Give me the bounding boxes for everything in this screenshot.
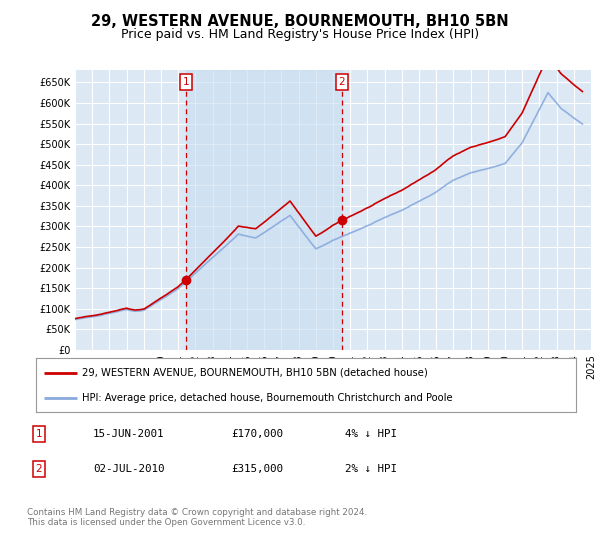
Text: 2% ↓ HPI: 2% ↓ HPI bbox=[345, 464, 397, 474]
Text: 1: 1 bbox=[183, 77, 190, 87]
Text: 02-JUL-2010: 02-JUL-2010 bbox=[93, 464, 164, 474]
Text: £315,000: £315,000 bbox=[231, 464, 283, 474]
Text: 15-JUN-2001: 15-JUN-2001 bbox=[93, 429, 164, 439]
Text: 2: 2 bbox=[338, 77, 345, 87]
Bar bbox=[186, 70, 341, 350]
Text: 29, WESTERN AVENUE, BOURNEMOUTH, BH10 5BN (detached house): 29, WESTERN AVENUE, BOURNEMOUTH, BH10 5B… bbox=[82, 368, 428, 378]
Text: Price paid vs. HM Land Registry's House Price Index (HPI): Price paid vs. HM Land Registry's House … bbox=[121, 28, 479, 41]
Text: £170,000: £170,000 bbox=[231, 429, 283, 439]
Text: 1: 1 bbox=[35, 429, 43, 439]
Text: Contains HM Land Registry data © Crown copyright and database right 2024.
This d: Contains HM Land Registry data © Crown c… bbox=[27, 508, 367, 528]
Text: 2: 2 bbox=[35, 464, 43, 474]
Text: 29, WESTERN AVENUE, BOURNEMOUTH, BH10 5BN: 29, WESTERN AVENUE, BOURNEMOUTH, BH10 5B… bbox=[91, 14, 509, 29]
Text: HPI: Average price, detached house, Bournemouth Christchurch and Poole: HPI: Average price, detached house, Bour… bbox=[82, 393, 452, 403]
Text: 4% ↓ HPI: 4% ↓ HPI bbox=[345, 429, 397, 439]
